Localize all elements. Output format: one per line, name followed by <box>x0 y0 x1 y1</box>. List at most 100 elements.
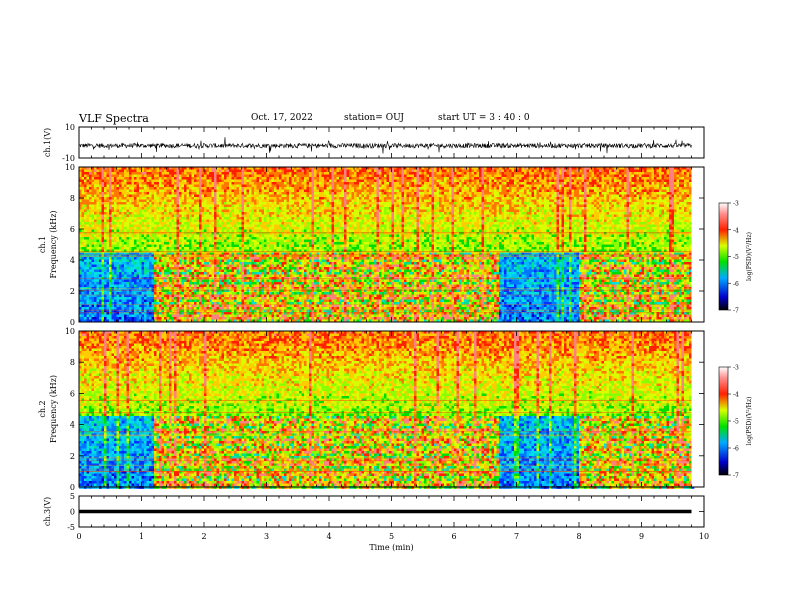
heatmap-cell <box>209 317 212 320</box>
heatmap-cell <box>224 190 227 193</box>
heatmap-cell <box>227 227 230 230</box>
heatmap-cell <box>199 177 202 180</box>
heatmap-cell <box>162 227 165 230</box>
heatmap-cell <box>82 172 85 175</box>
heatmap-cell <box>264 210 267 213</box>
heatmap-cell <box>267 245 270 248</box>
heatmap-cell <box>214 315 217 318</box>
heatmap-cell <box>202 220 205 223</box>
heatmap-cell <box>119 240 122 243</box>
heatmap-cell <box>92 195 95 198</box>
heatmap-cell <box>169 282 172 285</box>
heatmap-cell <box>209 187 212 190</box>
heatmap-cell <box>82 317 85 320</box>
heatmap-cell <box>242 227 245 230</box>
heatmap-cell <box>242 215 245 218</box>
heatmap-cell <box>199 297 202 300</box>
heatmap-cell <box>197 187 200 190</box>
heatmap-cell <box>202 280 205 283</box>
heatmap-cell <box>109 305 112 308</box>
heatmap-cell <box>134 170 137 173</box>
heatmap-cell <box>269 220 272 223</box>
heatmap-cell <box>199 225 202 228</box>
heatmap-cell <box>219 200 222 203</box>
heatmap-cell <box>107 267 110 270</box>
heatmap-cell <box>119 215 122 218</box>
heatmap-cell <box>139 307 142 310</box>
heatmap-cell <box>102 282 105 285</box>
heatmap-cell <box>232 272 235 275</box>
heatmap-cell <box>99 195 102 198</box>
heatmap-cell <box>249 225 252 228</box>
heatmap-cell <box>114 260 117 263</box>
heatmap-cell <box>84 317 87 320</box>
heatmap-cell <box>124 257 127 260</box>
heatmap-cell <box>154 312 157 315</box>
heatmap-cell <box>162 187 165 190</box>
heatmap-cell <box>182 297 185 300</box>
heatmap-cell <box>167 225 170 228</box>
heatmap-cell <box>264 247 267 250</box>
heatmap-cell <box>127 217 130 220</box>
heatmap-cell <box>94 197 97 200</box>
heatmap-cell <box>199 265 202 268</box>
heatmap-cell <box>94 280 97 283</box>
heatmap-cell <box>99 205 102 208</box>
heatmap-cell <box>182 315 185 318</box>
heatmap-cell <box>92 292 95 295</box>
heatmap-cell <box>229 217 232 220</box>
heatmap-cell <box>152 312 155 315</box>
heatmap-cell <box>224 177 227 180</box>
heatmap-cell <box>267 247 270 250</box>
heatmap-cell <box>117 247 120 250</box>
heatmap-cell <box>122 212 125 215</box>
heatmap-cell <box>174 175 177 178</box>
heatmap-cell <box>137 272 140 275</box>
heatmap-cell <box>219 282 222 285</box>
heatmap-cell <box>214 250 217 253</box>
heatmap-cell <box>262 175 265 178</box>
heatmap-cell <box>112 217 115 220</box>
heatmap-cell <box>147 225 150 228</box>
heatmap-cell <box>129 257 132 260</box>
heatmap-cell <box>262 265 265 268</box>
heatmap-cell <box>199 180 202 183</box>
heatmap-cell <box>117 300 120 303</box>
heatmap-cell <box>177 265 180 268</box>
heatmap-cell <box>99 177 102 180</box>
heatmap-cell <box>209 195 212 198</box>
heatmap-cell <box>132 190 135 193</box>
heatmap-cell <box>182 212 185 215</box>
heatmap-cell <box>252 282 255 285</box>
heatmap-cell <box>122 177 125 180</box>
heatmap-cell <box>212 190 215 193</box>
heatmap-cell <box>202 285 205 288</box>
heatmap-cell <box>142 260 145 263</box>
heatmap-cell <box>212 287 215 290</box>
heatmap-cell <box>119 200 122 203</box>
heatmap-cell <box>224 187 227 190</box>
heatmap-cell <box>179 247 182 250</box>
heatmap-cell <box>127 212 130 215</box>
heatmap-cell <box>189 250 192 253</box>
heatmap-cell <box>132 292 135 295</box>
heatmap-cell <box>114 250 117 253</box>
heatmap-cell <box>182 200 185 203</box>
heatmap-cell <box>197 202 200 205</box>
heatmap-cell <box>87 217 90 220</box>
heatmap-cell <box>134 217 137 220</box>
heatmap-cell <box>119 245 122 248</box>
heatmap-cell <box>109 230 112 233</box>
heatmap-cell <box>124 285 127 288</box>
heatmap-cell <box>114 240 117 243</box>
heatmap-cell <box>224 222 227 225</box>
heatmap-cell <box>264 270 267 273</box>
heatmap-cell <box>89 175 92 178</box>
heatmap-cell <box>239 230 242 233</box>
heatmap-cell <box>192 282 195 285</box>
heatmap-cell <box>189 210 192 213</box>
heatmap-cell <box>149 245 152 248</box>
heatmap-cell <box>159 230 162 233</box>
heatmap-cell <box>152 215 155 218</box>
heatmap-cell <box>214 312 217 315</box>
